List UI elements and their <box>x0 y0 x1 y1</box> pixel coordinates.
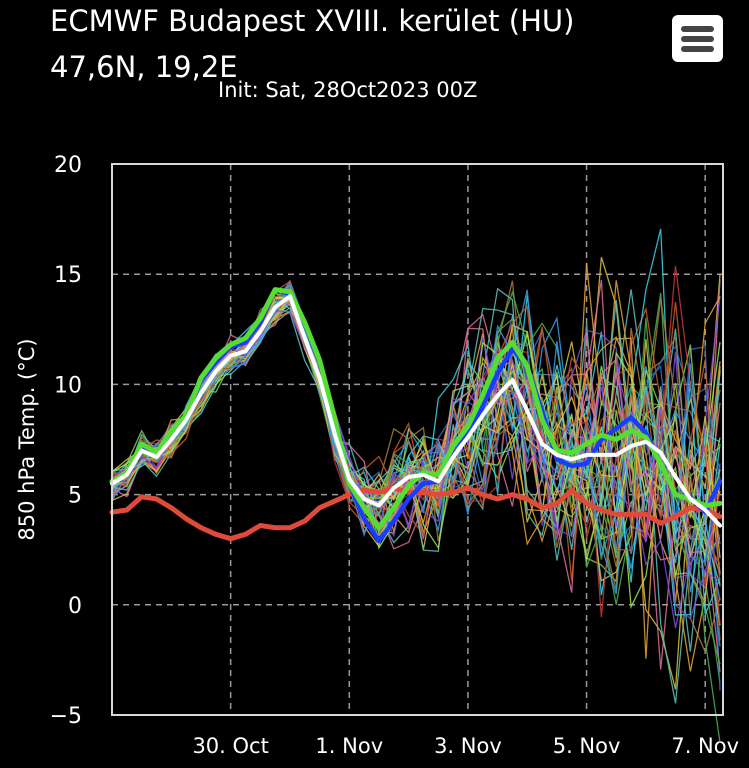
y-axis-label: 850 hPa Temp. (°C) <box>15 338 39 540</box>
chart-title: ECMWF Budapest XVIII. kerület (HU) <box>50 4 575 38</box>
plot-frame <box>111 163 724 716</box>
ensemble-member-line <box>111 301 721 586</box>
x-tick-label: 5. Nov <box>553 734 621 758</box>
x-tick-label: 30. Oct <box>192 734 268 758</box>
series-line-ensemble-mean <box>110 294 722 528</box>
y-tick-label: −5 <box>50 704 82 729</box>
y-tick-label: 0 <box>68 594 82 619</box>
y-tick-label: 5 <box>68 484 82 509</box>
y-tick-label: 10 <box>54 373 82 398</box>
location-coordinates: 47,6N, 19,2E <box>50 50 238 84</box>
ensemble-member-line <box>111 279 721 601</box>
x-tick-label: 1. Nov <box>315 734 383 758</box>
y-tick-label: 15 <box>54 263 82 288</box>
init-time: Init: Sat, 28Oct2023 00Z <box>218 78 478 102</box>
ensemble-member-line <box>111 296 721 559</box>
menu-button[interactable] <box>672 15 723 62</box>
x-tick-label: 3. Nov <box>434 734 502 758</box>
y-tick-label: 20 <box>54 153 82 178</box>
series-line-deterministic <box>109 287 723 531</box>
x-tick-label: 7. Nov <box>671 734 739 758</box>
